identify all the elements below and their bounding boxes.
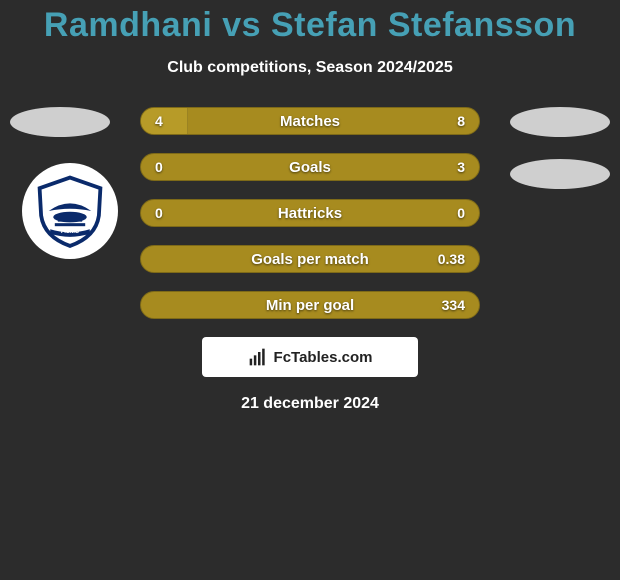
stat-value-right: 0 [443, 200, 479, 226]
stat-value-right: 334 [428, 292, 479, 318]
comparison-chart: P.S.I.S Matches48Goals03Hattricks00Goals… [0, 107, 620, 319]
page-title: Ramdhani vs Stefan Stefansson [0, 0, 620, 45]
svg-text:P.S.I.S: P.S.I.S [61, 228, 79, 235]
player-right-placeholder-2 [510, 159, 610, 189]
bars-chart-icon [248, 347, 268, 367]
stat-bars: Matches48Goals03Hattricks00Goals per mat… [140, 107, 480, 319]
stat-label: Matches [141, 108, 479, 134]
stat-label: Hattricks [141, 200, 479, 226]
stat-value-left: 0 [141, 154, 177, 180]
club-badge: P.S.I.S [22, 163, 118, 259]
stat-label: Goals [141, 154, 479, 180]
brand-text: FcTables.com [274, 349, 373, 366]
player-left-placeholder [10, 107, 110, 137]
stat-value-right: 8 [443, 108, 479, 134]
stat-row: Hattricks0 0 [140, 199, 480, 227]
stat-value-left: 4 [141, 108, 177, 134]
player-right-placeholder-1 [510, 107, 610, 137]
stat-row: Goals per match0.38 [140, 245, 480, 273]
stat-row: Matches4 8 [140, 107, 480, 135]
footer-date: 21 december 2024 [0, 395, 620, 413]
psis-logo-icon: P.S.I.S [32, 173, 108, 249]
brand-badge: FcTables.com [202, 337, 418, 377]
stat-value-left: 0 [141, 200, 177, 226]
stat-row: Min per goal334 [140, 291, 480, 319]
stat-value-right: 0.38 [424, 246, 479, 272]
subtitle: Club competitions, Season 2024/2025 [0, 59, 620, 77]
stat-row: Goals0 3 [140, 153, 480, 181]
stat-value-right: 3 [443, 154, 479, 180]
